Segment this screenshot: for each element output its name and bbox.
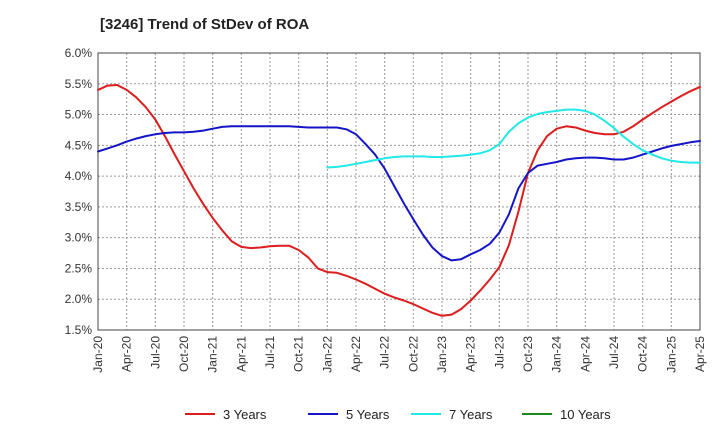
series-line-5-years <box>97 125 701 262</box>
x-tick-label: Jan-25 <box>664 336 678 373</box>
x-tick-label: Jul-23 <box>492 336 506 369</box>
y-tick-label: 5.0% <box>65 108 93 122</box>
x-tick-label: Jul-22 <box>378 336 392 369</box>
x-tick-label: Jan-24 <box>550 336 564 373</box>
x-tick-label: Oct-21 <box>292 336 306 372</box>
x-tick-label: Oct-22 <box>406 336 420 372</box>
legend-label: 7 Years <box>449 407 493 422</box>
y-tick-label: 6.0% <box>65 46 93 60</box>
plot-frame <box>97 52 701 331</box>
y-tick-label: 1.5% <box>65 323 93 337</box>
legend-label: 3 Years <box>223 407 267 422</box>
x-tick-label: Oct-23 <box>521 336 535 372</box>
plot-area <box>98 53 700 330</box>
y-tick-label: 3.5% <box>65 200 93 214</box>
x-tick-label: Apr-24 <box>578 336 592 372</box>
x-tick-label: Jan-22 <box>320 336 334 373</box>
y-tick-label: 4.5% <box>65 138 93 152</box>
x-tick-label: Apr-20 <box>120 336 134 372</box>
x-tick-label: Apr-22 <box>349 336 363 372</box>
y-tick-label: 3.0% <box>65 231 93 245</box>
y-tick-label: 5.5% <box>65 77 93 91</box>
x-tick-label: Oct-24 <box>636 336 650 372</box>
series-line-7-years <box>326 108 701 169</box>
x-tick-label: Jan-21 <box>206 336 220 373</box>
legend-label: 10 Years <box>560 407 611 422</box>
x-tick-label: Apr-23 <box>464 336 478 372</box>
x-tick-label: Oct-20 <box>177 336 191 372</box>
x-tick-label: Apr-25 <box>693 336 707 372</box>
x-tick-label: Jul-24 <box>607 336 621 369</box>
y-tick-label: 4.0% <box>65 169 93 183</box>
x-tick-label: Apr-21 <box>234 336 248 372</box>
x-tick-label: Jan-23 <box>435 336 449 373</box>
x-tick-label: Jul-21 <box>263 336 277 369</box>
y-tick-label: 2.5% <box>65 261 93 275</box>
legend-label: 5 Years <box>346 407 390 422</box>
y-tick-label: 2.0% <box>65 292 93 306</box>
series-line-3-years <box>97 84 701 317</box>
x-tick-label: Jan-20 <box>91 336 105 373</box>
x-tick-label: Jul-20 <box>148 336 162 369</box>
chart-title: [3246] Trend of StDev of ROA <box>100 16 310 33</box>
